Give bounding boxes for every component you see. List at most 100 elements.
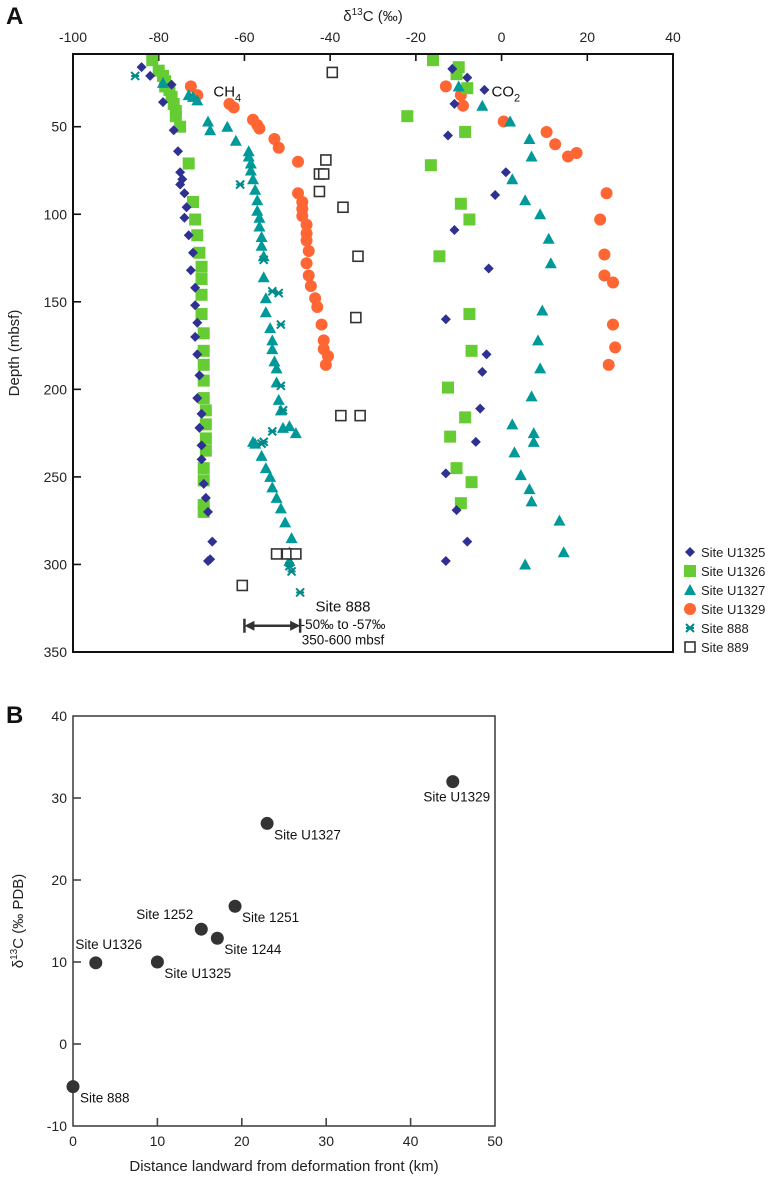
data-point: [244, 157, 257, 169]
data-point: [454, 497, 467, 510]
legend-marker: [685, 547, 695, 557]
series-site-889: [236, 66, 366, 592]
data-point: [192, 349, 203, 360]
series-site-888: [130, 71, 305, 598]
data-point: [504, 115, 517, 127]
data-point: [401, 110, 414, 123]
data-point: [198, 478, 209, 489]
data-point: [195, 308, 208, 321]
data-point: [260, 816, 274, 830]
data-point: [253, 122, 266, 135]
y-tick-label: 300: [44, 556, 68, 572]
legend-item-site-889: Site 889: [684, 640, 749, 655]
data-point: [433, 250, 446, 263]
x-tick-label: -80: [149, 29, 169, 45]
data-label: Site U1329: [423, 790, 490, 805]
legend-marker: [684, 603, 696, 615]
x-tick-label: 20: [579, 29, 595, 45]
data-label: Site 888: [80, 1091, 130, 1106]
data-point: [302, 269, 315, 282]
data-point: [264, 322, 277, 334]
data-point: [427, 54, 439, 67]
data-point: [352, 250, 364, 263]
data-point: [544, 257, 557, 269]
data-point: [195, 288, 208, 301]
data-point: [450, 462, 463, 475]
x-tick-label: -40: [320, 29, 340, 45]
range-arrow-head-left: [244, 620, 255, 631]
data-point: [236, 579, 249, 592]
x-tick-label: 20: [234, 1133, 250, 1149]
data-point: [315, 318, 328, 331]
data-point: [525, 495, 538, 507]
data-point: [519, 194, 532, 206]
y-tick-label: 40: [51, 708, 67, 724]
data-point: [444, 430, 457, 443]
data-point: [490, 189, 501, 200]
series-site-u1329: [184, 80, 622, 371]
data-point: [447, 63, 458, 74]
data-point: [557, 546, 570, 558]
data-point: [440, 468, 451, 479]
data-point: [274, 502, 287, 514]
data-point: [197, 358, 210, 371]
data-point: [267, 426, 277, 437]
data-point: [477, 366, 488, 377]
data-point: [532, 334, 544, 346]
data-point: [270, 548, 283, 560]
data-point: [264, 470, 277, 482]
data-point: [475, 403, 486, 414]
data-point: [292, 155, 304, 168]
data-point: [449, 225, 460, 236]
panel-b-points: Site 888 Site U1326 Site U1325 Site 1252 Sit…: [66, 775, 490, 1106]
data-point: [283, 420, 296, 432]
annotation-co2: CO2: [492, 84, 521, 105]
legend-marker: [684, 565, 696, 577]
data-point: [463, 308, 476, 321]
annotation-subscript: 4: [235, 93, 241, 105]
data-point: [266, 481, 279, 493]
data-point: [523, 483, 536, 495]
panel-a-plot-frame: [72, 53, 674, 653]
data-point: [196, 454, 207, 465]
data-point: [146, 54, 159, 67]
panel-b-y-axis-title: δ13C (‰ PDB): [9, 874, 27, 968]
data-point: [335, 409, 347, 422]
data-point: [247, 173, 259, 185]
series-site-u1326: [146, 54, 478, 518]
legend-label: Site 889: [701, 640, 749, 655]
data-point: [519, 558, 532, 570]
panel-a-y-axis-title: Depth (mbsf): [6, 310, 23, 397]
data-point: [194, 422, 205, 433]
y-tick-label: 350: [44, 644, 68, 660]
panel-b-plot-frame: [72, 715, 496, 1127]
data-point: [443, 130, 453, 141]
data-point: [284, 561, 295, 571]
legend-item-site-u1326: Site U1326: [684, 564, 765, 579]
data-point: [542, 232, 555, 244]
data-point: [313, 185, 326, 198]
data-point: [257, 250, 270, 262]
data-point: [166, 79, 177, 90]
data-point: [479, 84, 490, 95]
data-point: [200, 492, 211, 503]
panel-a-x-axis-title: δ13C (‰): [343, 7, 402, 25]
annotation-text: CH: [213, 84, 235, 101]
data-point: [190, 331, 201, 342]
panel-b-x-axis-title: Distance landward from deformation front…: [129, 1158, 438, 1175]
data-point: [268, 355, 281, 367]
panel-label-a: A: [6, 3, 23, 30]
legend-label: Site U1329: [701, 602, 765, 617]
data-point: [536, 304, 549, 316]
series-site-u1325: [136, 62, 511, 566]
data-point: [249, 183, 262, 195]
legend-label: Site U1326: [701, 564, 765, 579]
panel-a-points: [130, 54, 622, 598]
x-tick-label: 10: [150, 1133, 166, 1149]
data-point: [158, 97, 168, 108]
data-point: [326, 66, 339, 79]
data-point: [278, 405, 288, 416]
data-point: [452, 80, 465, 92]
data-point: [194, 922, 208, 936]
